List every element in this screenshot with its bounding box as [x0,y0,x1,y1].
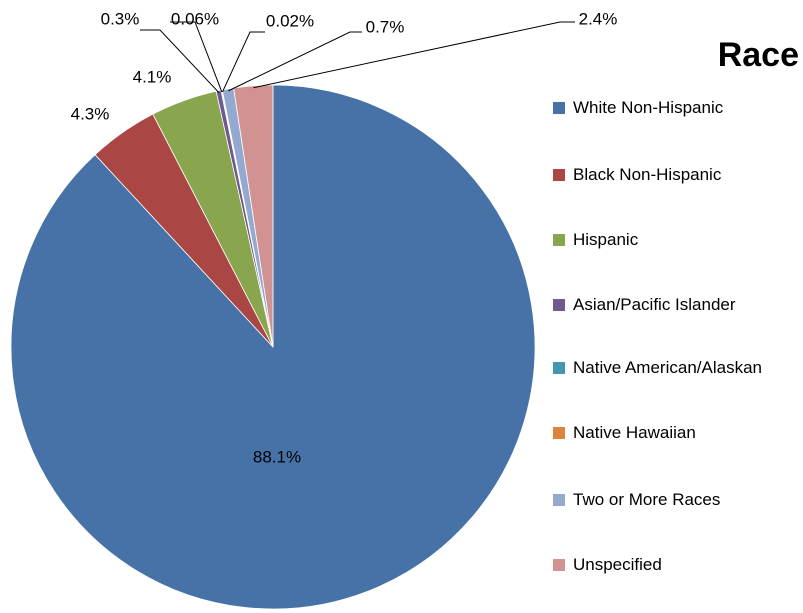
data-label: 88.1% [253,447,301,466]
legend-swatch [553,299,565,311]
data-label: 4.1% [133,67,172,86]
data-label: 0.7% [366,17,405,36]
legend-swatch [553,169,565,181]
legend-item: White Non-Hispanic [553,92,723,124]
legend-item: Hispanic [553,224,638,256]
data-label: 4.3% [71,104,110,123]
legend-swatch [553,427,565,439]
data-label: 0.06% [171,9,219,28]
legend-label: Two or More Races [573,490,721,509]
legend-item: Native American/Alaskan [553,352,773,384]
leader-line [222,31,265,93]
legend-label: Asian/Pacific Islander [573,295,736,314]
legend-swatch [553,559,565,571]
data-label: 0.3% [101,9,140,28]
legend-label: Unspecified [573,555,662,574]
legend-item: Native Hawaiian [553,417,696,449]
legend-item: Two or More Races [553,484,720,516]
legend-label: Black Non-Hispanic [573,165,722,184]
data-label: 0.02% [266,11,314,30]
legend-label: White Non-Hispanic [573,98,724,117]
chart-title: Race [717,36,799,74]
legend-label: Native Hawaiian [573,423,696,442]
legend-label: Hispanic [573,230,639,249]
legend-swatch [553,234,565,246]
legend-item: Unspecified [553,549,662,581]
data-label: 2.4% [579,9,618,28]
legend-item: Black Non-Hispanic [553,159,721,191]
legend-label: Native American/Alaskan [573,358,762,377]
leader-line [253,21,575,89]
legend-swatch [553,362,565,374]
legend-swatch [553,102,565,114]
leader-line [140,29,220,94]
leader-line [228,31,362,92]
leader-line [170,21,223,93]
legend-item: Asian/Pacific Islander [553,289,736,321]
legend-swatch [553,494,565,506]
